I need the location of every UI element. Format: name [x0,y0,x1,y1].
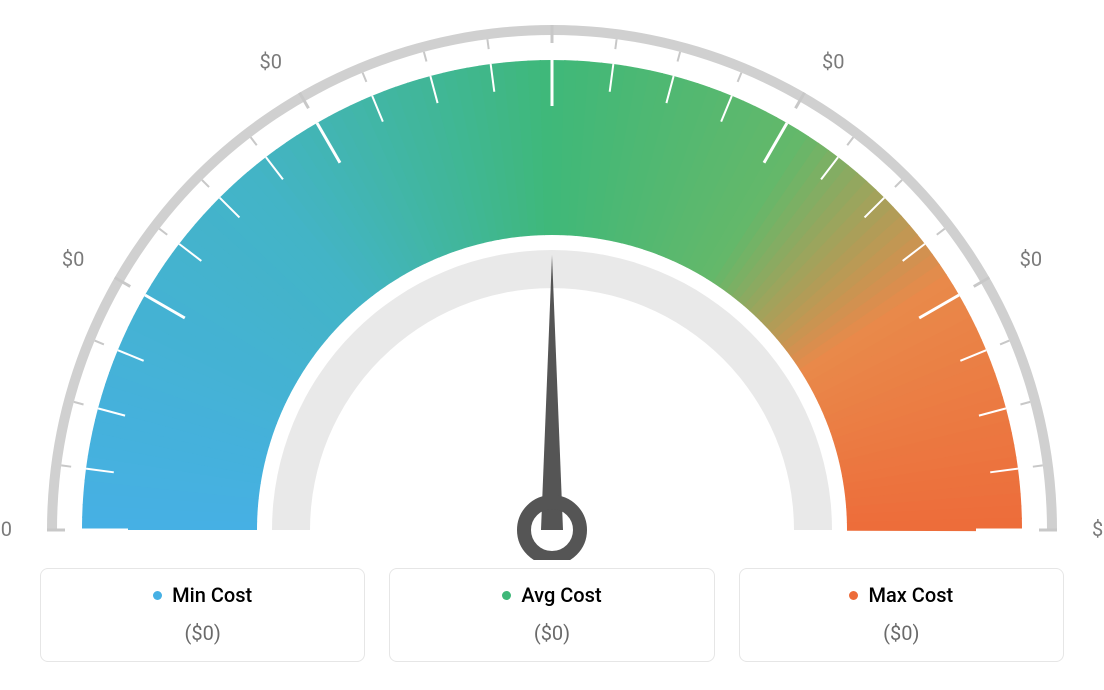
gauge-tick-label: $0 [0,517,12,541]
legend-text-avg: Avg Cost [521,583,601,607]
legend-value-min: ($0) [51,621,354,645]
cost-gauge-container: $0 $0 $0 $0 $0 $0 $0 Min Cost ($0) Avg Cost ($… [0,0,1104,690]
legend-label-max: Max Cost [849,583,953,607]
legend-value-avg: ($0) [400,621,703,645]
gauge-needle [541,255,563,530]
gauge-tick-label: $0 [260,49,282,73]
gauge-tick-label: $0 [822,49,844,73]
legend-text-min: Min Cost [172,583,252,607]
legend-label-avg: Avg Cost [502,583,601,607]
gauge-tick-label: $0 [62,247,84,271]
legend-dot-max [849,591,858,600]
gauge-tick-label: $0 [1092,517,1104,541]
legend-card-min: Min Cost ($0) [40,568,365,662]
legend-card-avg: Avg Cost ($0) [389,568,714,662]
legend-card-max: Max Cost ($0) [739,568,1064,662]
legend-value-max: ($0) [750,621,1053,645]
gauge: $0 $0 $0 $0 $0 $0 $0 [0,0,1104,560]
legend-dot-avg [502,591,511,600]
legend-text-max: Max Cost [868,583,953,607]
legend-row: Min Cost ($0) Avg Cost ($0) Max Cost ($0… [40,568,1064,662]
legend-dot-min [153,591,162,600]
legend-label-min: Min Cost [153,583,252,607]
gauge-svg: $0 $0 $0 $0 $0 $0 $0 [0,0,1104,560]
gauge-tick-label: $0 [541,0,563,1]
gauge-tick-label: $0 [1020,247,1042,271]
